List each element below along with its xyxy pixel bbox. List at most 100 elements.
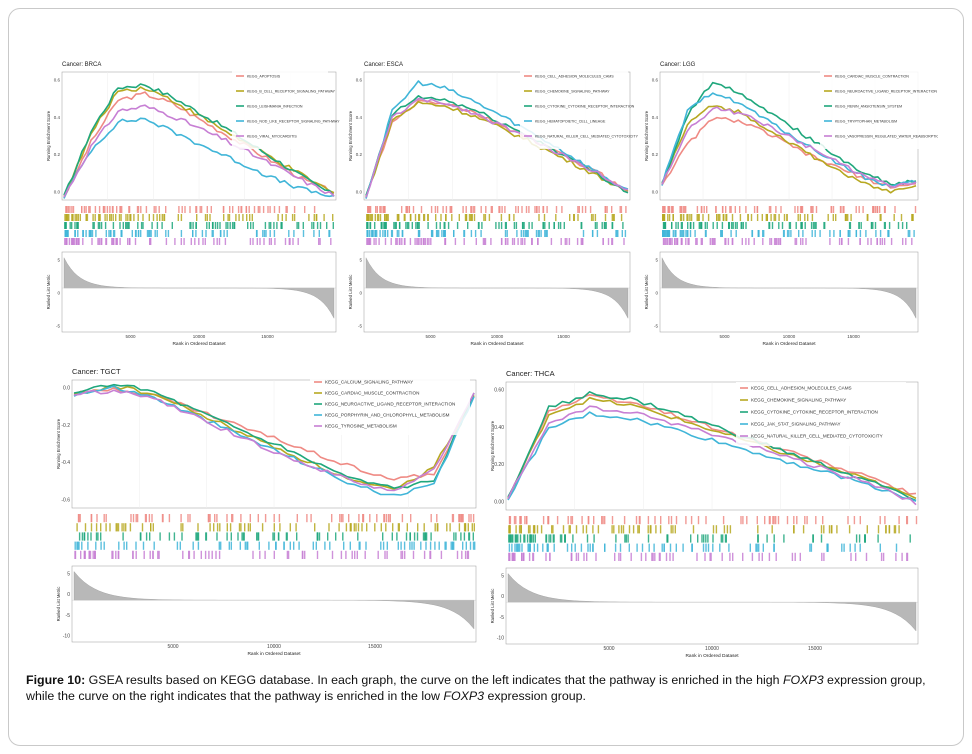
rug-tick [119,222,121,229]
rug-tick [379,230,381,237]
rug-tick [95,541,97,550]
rug-tick [537,230,539,237]
x-tick-label: 15000 [808,646,822,652]
rug-tick [802,230,804,237]
rug-tick [273,222,275,229]
rug-tick [473,206,476,213]
rug-tick [128,238,131,245]
rug-tick [746,516,748,525]
rug-tick [369,238,372,245]
rug-tick [257,206,259,213]
rug-tick [247,222,249,229]
rug-tick [267,206,269,213]
rug-tick [367,238,370,245]
rug-tick [692,222,695,229]
rug-tick [178,206,180,213]
rug-tick [522,230,525,237]
rug-tick [404,550,406,559]
rug-tick [725,534,727,543]
rug-tick [209,214,211,221]
rug-tick [168,532,171,541]
legend-label: KEGG_TYROSINE_METABOLISM [325,424,397,429]
rug-tick [132,550,134,559]
rug-tick [654,516,656,525]
rug-tick [137,206,140,213]
rug-tick [470,230,473,237]
rug-tick [150,523,152,532]
y-axis-label-metric: Ranked List Metric [46,275,51,310]
rug-tick [747,214,749,221]
rug-tick [235,214,237,221]
rug-tick [153,206,155,213]
rug-tick [100,532,102,541]
rug-tick [592,525,594,534]
rug-tick [501,238,503,245]
rug-tick [470,214,472,221]
es-curve-series-4 [507,411,917,502]
rug-tick [463,238,465,245]
rug-tick [443,230,446,237]
rug-tick [542,206,545,213]
rug-tick [452,514,455,523]
rug-tick [126,222,128,229]
es-curve-series-2 [365,100,629,197]
rug-tick [319,238,321,245]
rug-tick [675,230,677,237]
rug-tick [499,206,501,213]
metric-plot-frame [659,251,919,333]
rug-tick [614,543,617,552]
rug-tick [472,532,474,541]
rug-tick [614,552,616,561]
rug-tick [196,532,198,541]
rug-tick [83,206,86,213]
rug-tick [663,222,665,229]
rug-tick [715,206,717,213]
rug-tick [796,516,798,525]
rug-tick [99,222,101,229]
rug-tick [83,550,85,559]
rug-tick [286,206,288,213]
rug-tick [214,222,217,229]
rug-tick [273,550,275,559]
rug-tick [528,206,530,213]
rug-tick [417,230,420,237]
rug-tick [525,230,527,237]
rug-tick [729,206,731,213]
rug-tick [401,514,404,523]
rug-tick [895,552,897,561]
rug-tick [315,541,317,550]
rug-tick [345,550,347,559]
rug-tick [723,214,725,221]
rug-tick [897,222,900,229]
rug-tick [119,238,121,245]
rug-tick [195,206,198,213]
rug-tick [405,206,407,213]
rug-tick [374,222,376,229]
rug-tick [516,230,518,237]
y-tick-label: 0.60 [494,388,504,394]
rug-tick [121,206,123,213]
rug-tick [689,214,691,221]
rug-tick [670,516,673,525]
rug-tick [66,214,68,221]
rug-tick [686,214,688,221]
rug-tick [137,222,139,229]
rug-tick [252,238,254,245]
rug-tick [284,238,287,245]
rug-tick [876,206,879,213]
rug-tick [701,206,703,213]
rug-tick [142,222,144,229]
rug-tick [742,516,744,525]
rug-tick [220,230,222,237]
rug-tick [766,534,768,543]
rug-tick [69,222,71,229]
rug-tick [654,552,656,561]
rug-tick [563,222,565,229]
rug-tick [385,214,388,221]
rug-tick [216,514,218,523]
rug-tick [872,222,874,229]
rug-tick [189,206,191,213]
rug-tick [340,514,343,523]
rug-tick [264,550,266,559]
rug-tick [109,230,112,237]
